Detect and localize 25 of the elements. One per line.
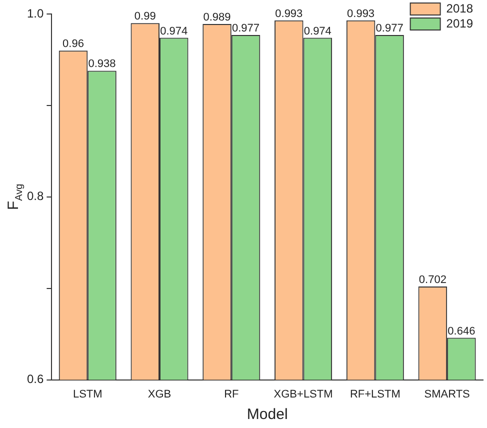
- x-tick-label: RF+LSTM: [350, 388, 400, 400]
- data-label: 0.993: [347, 8, 375, 20]
- data-label: 0.977: [232, 22, 260, 35]
- x-tick-label: LSTM: [72, 388, 102, 400]
- data-label: 0.96: [62, 38, 84, 50]
- y-axis-title: FAvg: [5, 184, 25, 210]
- data-label: 0.977: [376, 22, 404, 35]
- x-tick-label: XGB+LSTM: [274, 388, 333, 400]
- data-label: 0.974: [160, 25, 188, 38]
- data-label: 0.938: [88, 58, 116, 70]
- data-label: 0.989: [203, 12, 231, 24]
- x-tick-label: SMARTS: [424, 388, 470, 400]
- y-tick-label: 1.0: [26, 6, 44, 20]
- x-axis-title: Model: [246, 406, 288, 424]
- legend-label: 2019: [446, 16, 474, 30]
- x-tick-label: RF: [224, 388, 240, 400]
- data-label: 0.974: [304, 25, 332, 38]
- data-label: 0.646: [448, 325, 476, 338]
- data-label: 0.993: [275, 8, 303, 20]
- y-tick-label: 0.8: [26, 189, 44, 204]
- y-tick-label: 0.6: [26, 372, 44, 386]
- data-label: 0.702: [418, 274, 446, 286]
- data-label: 0.99: [134, 10, 156, 23]
- x-tick-label: XGB: [148, 388, 172, 400]
- legend-label: 2018: [446, 1, 474, 16]
